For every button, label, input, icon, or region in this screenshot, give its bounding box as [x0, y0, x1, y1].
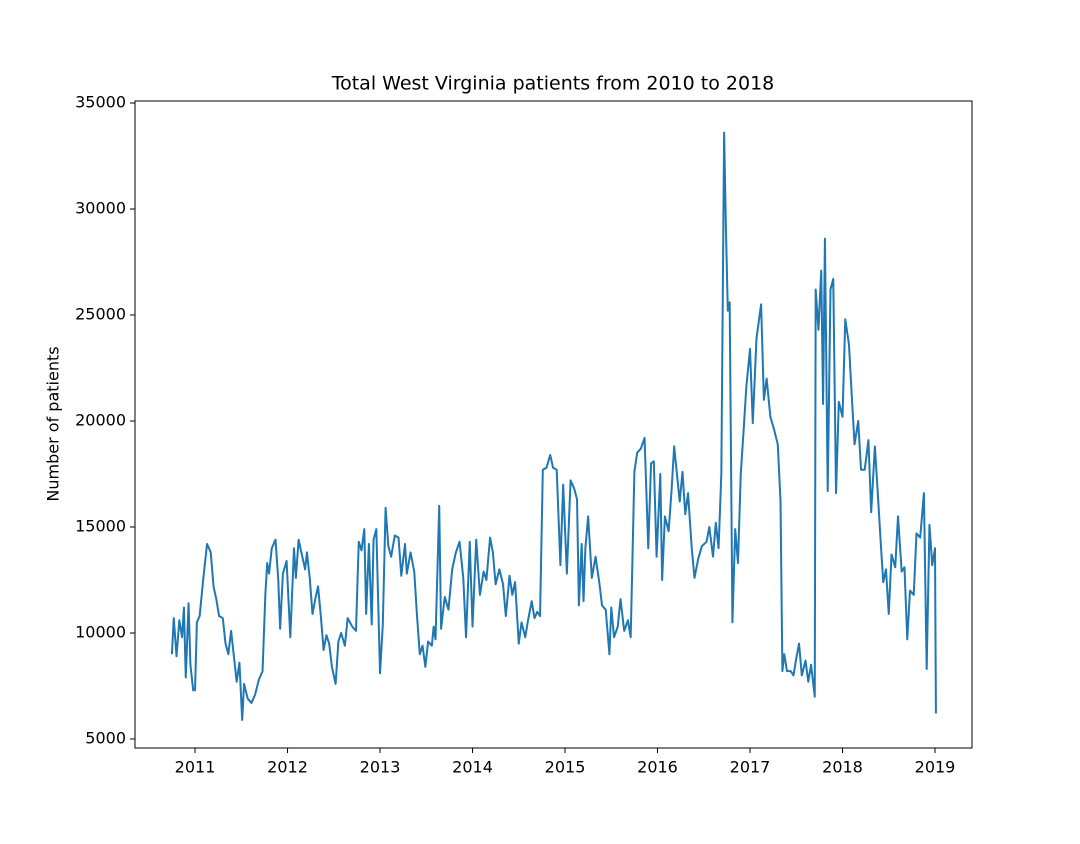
y-axis-label: Number of patients [44, 346, 63, 501]
x-tick-label: 2017 [730, 758, 771, 777]
y-tick-label: 20000 [75, 410, 126, 429]
y-tick-label: 15000 [75, 516, 126, 535]
x-tick-label: 2013 [360, 758, 401, 777]
x-tick-label: 2018 [822, 758, 863, 777]
x-tick-label: 2012 [267, 758, 308, 777]
y-tick-label: 25000 [75, 304, 126, 323]
x-tick-label: 2019 [915, 758, 956, 777]
x-tick-label: 2016 [637, 758, 678, 777]
plot-frame [134, 100, 973, 749]
y-tick-label: 30000 [75, 198, 126, 217]
x-tick-label: 2014 [452, 758, 493, 777]
x-tick-label: 2015 [545, 758, 586, 777]
chart-title: Total West Virginia patients from 2010 t… [331, 73, 775, 95]
data-line [170, 131, 937, 721]
y-tick-label: 10000 [75, 622, 126, 641]
y-tick-label: 5000 [85, 728, 126, 747]
x-tick-label: 2011 [175, 758, 216, 777]
y-tick-label: 35000 [75, 92, 126, 111]
